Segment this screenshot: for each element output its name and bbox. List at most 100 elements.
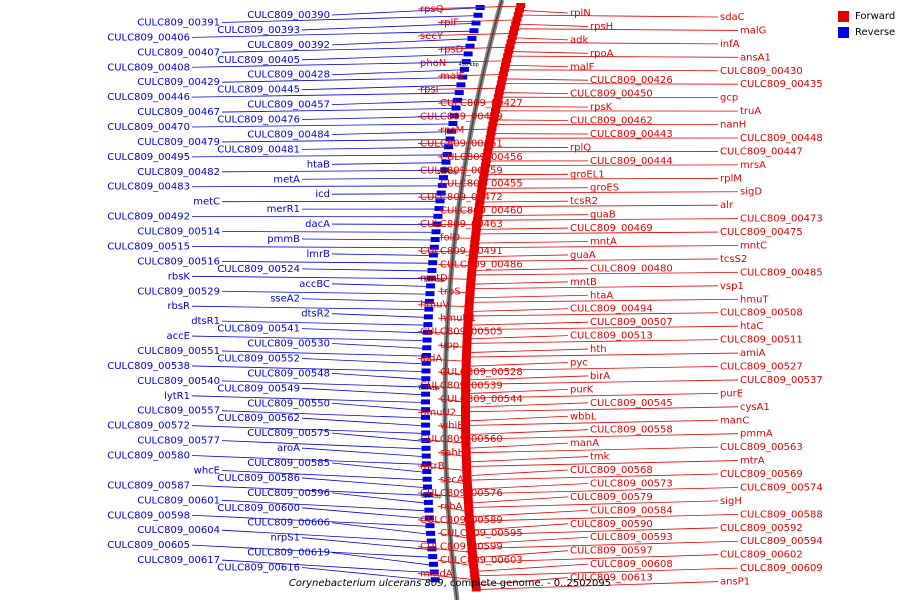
forward-leader-line [417, 411, 471, 417]
forward-leader-line [417, 277, 476, 280]
forward-leader-line [417, 519, 475, 527]
forward-gene-label: birA [590, 371, 610, 382]
forward-leader-line [487, 177, 719, 180]
forward-gene-label: rplQ [570, 142, 591, 153]
reverse-leader-line [331, 373, 422, 380]
forward-gene-mark [463, 326, 473, 332]
reverse-leader-line [301, 54, 464, 61]
forward-gene-mark [484, 144, 494, 150]
forward-leader-line [417, 438, 471, 444]
forward-gene-mark [463, 312, 473, 318]
reverse-gene-mark [424, 507, 434, 513]
reverse-gene-mark [423, 322, 433, 328]
forward-leader-line [480, 231, 719, 235]
forward-gene-label: manC [720, 415, 749, 426]
reverse-gene-label: CULC809_00617 [137, 555, 220, 566]
forward-gene-mark [511, 21, 521, 27]
legend-reverse: Reverse [838, 24, 895, 40]
forward-gene-mark [483, 148, 493, 154]
forward-gene-label: CULC809_00447 [720, 146, 803, 157]
forward-gene-label: CULC809_00444 [590, 156, 673, 167]
reverse-gene-mark [421, 407, 430, 413]
forward-gene-label: rpsQ [420, 4, 444, 15]
forward-gene-label: CULC809_00563 [720, 442, 803, 453]
forward-gene-mark [461, 417, 471, 423]
forward-gene-label: guaA [570, 250, 596, 261]
reverse-leader-line [221, 350, 422, 357]
forward-gene-mark [501, 62, 511, 68]
forward-gene-label: CULC809_00613 [570, 573, 653, 584]
forward-gene-mark [494, 89, 504, 95]
reverse-leader-line [331, 69, 460, 76]
forward-gene-mark [490, 112, 500, 118]
reverse-gene-label: CULC809_00524 [217, 264, 300, 275]
reverse-leader-line [331, 100, 454, 105]
reverse-swatch [838, 26, 849, 38]
reverse-gene-mark [431, 229, 441, 235]
forward-gene-label: vsp1 [720, 281, 744, 292]
forward-gene-label: CULC809_00505 [420, 327, 503, 338]
forward-leader-line [471, 335, 569, 340]
forward-leader-line [417, 384, 471, 390]
forward-gene-mark [489, 116, 499, 122]
forward-leader-line [522, 14, 719, 18]
scale-label: 500 kbp [437, 170, 457, 176]
forward-gene-label: htaA [590, 290, 613, 301]
reverse-gene-mark [425, 523, 435, 529]
forward-gene-mark [469, 249, 479, 255]
forward-leader-line [483, 204, 719, 207]
forward-gene-label: rplF [440, 17, 459, 28]
backbone-core [444, 0, 503, 600]
forward-gene-mark [495, 85, 505, 91]
forward-leader-line [475, 536, 589, 545]
caption-rest: , complete genome. - 0..2502095 [443, 578, 612, 589]
reverse-gene-mark [434, 206, 444, 212]
forward-gene-label: tmk [590, 452, 610, 463]
legend: Forward Reverse [838, 8, 895, 40]
reverse-gene-mark [427, 546, 437, 552]
forward-gene-mark [487, 126, 497, 132]
map-caption: Corynebacterium ulcerans 809, complete g… [0, 578, 900, 589]
forward-gene-mark [463, 322, 473, 328]
reverse-leader-line [221, 15, 474, 23]
forward-gene-mark [477, 185, 487, 191]
forward-leader-line [437, 344, 472, 349]
reverse-leader-line [331, 343, 423, 349]
reverse-gene-label: lytR1 [164, 391, 190, 402]
forward-gene-label: secA1 [440, 474, 470, 485]
forward-gene-label: hmuT [740, 294, 769, 305]
forward-gene-mark [496, 80, 506, 86]
reverse-gene-mark [426, 530, 436, 536]
forward-gene-label: CULC809_00539 [420, 380, 503, 391]
forward-gene-label: manA [570, 438, 599, 449]
reverse-leader-line [331, 492, 424, 504]
reverse-gene-label: CULC809_00580 [107, 451, 190, 462]
forward-gene-label: CULC809_00588 [740, 509, 823, 520]
forward-leader-line [475, 527, 719, 536]
forward-leader-line [437, 505, 474, 513]
forward-gene-label: mrsA [740, 160, 766, 171]
reverse-gene-label: CULC809_00445 [217, 85, 300, 96]
forward-gene-label: CULC809_00461 [420, 138, 503, 149]
reverse-gene-mark [429, 569, 439, 575]
forward-leader-line [470, 379, 739, 385]
reverse-leader-line [331, 432, 422, 442]
forward-gene-mark [471, 230, 481, 236]
forward-leader-line [437, 371, 471, 376]
forward-gene-label: CULC809_00573 [590, 478, 673, 489]
forward-gene-label: CULC809_00449 [420, 112, 503, 123]
forward-leader-line [417, 87, 505, 91]
reverse-gene-mark [433, 213, 443, 219]
forward-leader-line [437, 290, 475, 294]
reverse-leader-line [191, 123, 449, 128]
forward-leader-line [479, 241, 589, 244]
reverse-gene-label: CULC809_00541 [217, 324, 300, 335]
scale-labels: 450 kbp 500 kbp 550 kbp 600 kbp 650 kbp [419, 62, 479, 500]
forward-gene-mark [461, 353, 471, 359]
reverse-leader-line [191, 455, 422, 465]
forward-gene-label: upp [440, 340, 459, 351]
reverse-leader-line [331, 522, 427, 535]
reverse-gene-mark [426, 538, 436, 544]
reverse-gene-mark [423, 499, 433, 505]
reverse-gene-mark [422, 484, 432, 490]
